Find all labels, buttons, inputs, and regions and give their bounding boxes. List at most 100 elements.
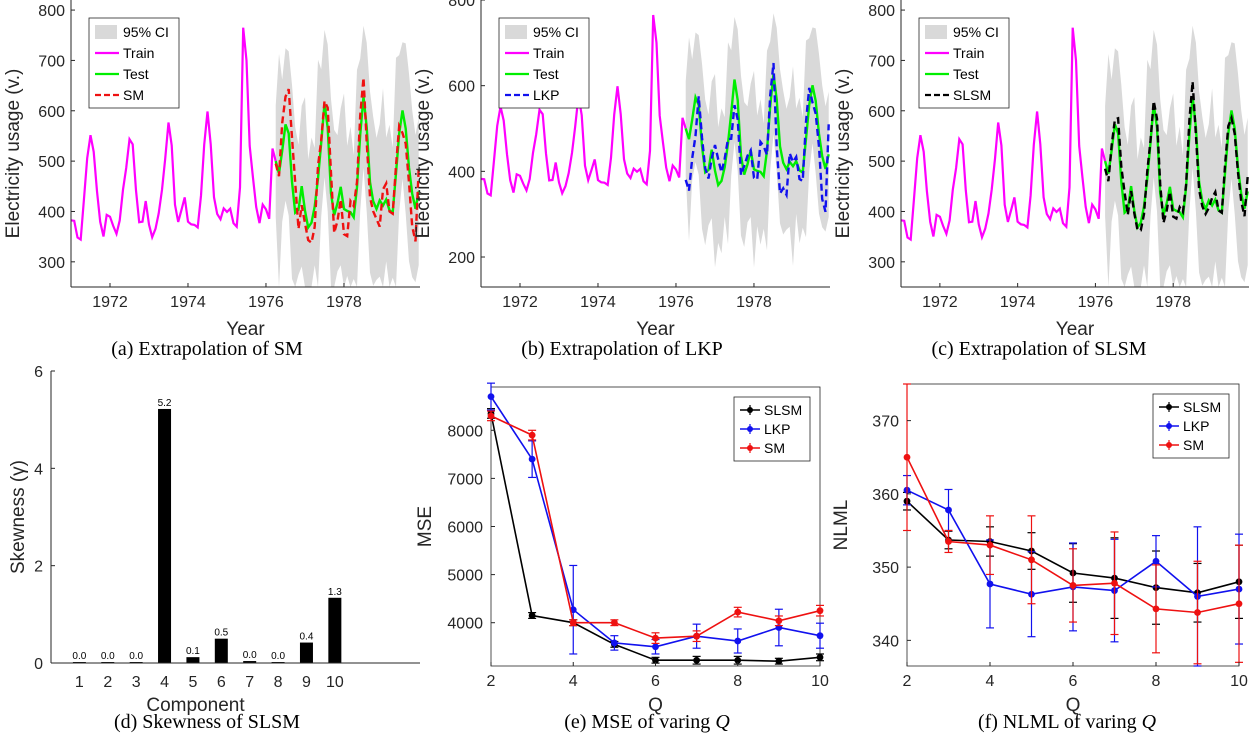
- legend-label: LKP: [533, 87, 559, 103]
- x-tick-label: 1976: [1078, 294, 1114, 311]
- x-tick-label: 3: [132, 674, 141, 691]
- legend-swatch-marker: [747, 445, 753, 451]
- panel-b: 200 400 600 800 1972 1974 1976 1978 Year Electric…: [413, 0, 830, 340]
- x-tick-label: 2: [487, 673, 496, 690]
- train-line: [900, 27, 1107, 242]
- x-tick-label: 1974: [1000, 294, 1036, 311]
- y-tick-label: 400: [38, 204, 65, 221]
- y-tick-label: 7000: [447, 471, 483, 488]
- caption-variable: Q: [1142, 711, 1157, 733]
- x-tick-label: 5: [188, 674, 197, 691]
- data-point: [1069, 582, 1077, 589]
- data-point: [693, 632, 701, 640]
- bar-value-label: 0.1: [186, 646, 200, 657]
- caption: (e) MSE of varing Q: [564, 711, 730, 733]
- data-point: [1028, 556, 1035, 564]
- data-point: [693, 656, 701, 664]
- bar-value-label: 1.3: [328, 587, 342, 598]
- legend-label: LKP: [1183, 418, 1209, 434]
- prediction-line: [274, 77, 420, 245]
- x-tick-label: 1: [75, 674, 84, 691]
- y-axis-label: Electricity usage (v.): [3, 69, 24, 239]
- y-axis-label: Electricity usage (v.): [833, 69, 854, 239]
- data-point: [775, 657, 783, 665]
- x-tick-label: 1972: [922, 294, 958, 311]
- legend-label: SLSM: [953, 87, 991, 103]
- caption-variable: Q: [715, 711, 730, 733]
- data-point: [652, 643, 659, 651]
- y-tick-label: 4: [34, 461, 43, 478]
- legend-swatch-marker: [747, 426, 753, 432]
- caption-text: (f) NLML of varing: [978, 711, 1142, 733]
- y-tick-label: 600: [868, 104, 895, 121]
- legend-swatch: [505, 25, 527, 39]
- y-tick-label: 5000: [447, 568, 483, 585]
- x-tick-label: 1978: [1155, 294, 1191, 311]
- legend-swatch-marker: [747, 407, 753, 413]
- caption: (d) Skewness of SLSM: [114, 711, 300, 733]
- y-tick-label: 400: [868, 204, 895, 221]
- x-tick-label: 10: [326, 674, 344, 691]
- y-axis-label: MSE: [415, 506, 436, 547]
- x-tick-label: 2: [903, 673, 912, 690]
- legend-label: LKP: [764, 421, 790, 437]
- y-tick-label: 500: [38, 154, 65, 171]
- data-point: [816, 653, 824, 661]
- x-axis-label: Q: [1066, 695, 1081, 716]
- legend-label: SLSM: [764, 402, 802, 418]
- y-tick-label: 800: [868, 3, 895, 20]
- legend-label: Train: [123, 45, 154, 61]
- x-tick-label: 10: [811, 673, 829, 690]
- y-tick-label: 4000: [447, 616, 483, 633]
- caption: (b) Extrapolation of LKP: [521, 338, 723, 360]
- caption: (f) NLML of varing Q: [978, 711, 1157, 733]
- legend-label: 95% CI: [123, 24, 169, 40]
- legend-label: 95% CI: [533, 24, 579, 40]
- y-tick-label: 800: [38, 3, 65, 20]
- y-tick-label: 6: [34, 364, 43, 381]
- y-axis-label: NLML: [831, 500, 852, 551]
- x-tick-label: 1972: [92, 294, 128, 311]
- data-point: [775, 617, 783, 625]
- bar-value-label: 5.2: [158, 398, 172, 409]
- y-tick-label: 400: [448, 164, 475, 181]
- prediction-line: [684, 62, 830, 213]
- x-tick-label: 1972: [502, 294, 538, 311]
- x-tick-label: 2: [103, 674, 112, 691]
- prediction-line: [1103, 81, 1249, 232]
- legend-label: Test: [953, 66, 979, 82]
- data-point: [1111, 579, 1118, 587]
- y-tick-label: 2: [34, 559, 43, 576]
- x-tick-label: 1974: [580, 294, 616, 311]
- x-tick-label: 6: [217, 674, 226, 691]
- data-point: [1194, 609, 1201, 616]
- y-tick-label: 600: [38, 104, 65, 121]
- legend-swatch: [95, 25, 117, 39]
- caption: (c) Extrapolation of SLSM: [932, 338, 1147, 360]
- data-point: [734, 656, 742, 664]
- data-point: [816, 632, 824, 640]
- bar: [243, 661, 257, 663]
- legend-label: SLSM: [1183, 399, 1221, 415]
- x-axis-label: Component: [146, 695, 245, 716]
- caption: (a) Extrapolation of SM: [111, 338, 303, 360]
- legend-label: Train: [533, 45, 564, 61]
- legend-label: 95% CI: [953, 24, 999, 40]
- x-tick-label: 8: [1152, 673, 1161, 690]
- bar: [214, 638, 228, 663]
- panel-e: 4000 5000 6000 7000 8000 2 4 6 8 10 Q MSE SLSM LKP SM: [415, 382, 829, 716]
- y-tick-label: 700: [38, 53, 65, 70]
- legend-swatch: [925, 25, 947, 39]
- y-axis-label: Electricity usage (v.): [413, 69, 434, 239]
- panel-a: 300 400 500 600 700 800 1972 1974 1976 1978 Year El…: [3, 0, 420, 340]
- bar-value-label: 0.0: [101, 651, 115, 662]
- y-tick-label: 360: [872, 487, 899, 504]
- x-tick-label: 7: [245, 674, 254, 691]
- bar-value-label: 0.5: [214, 628, 228, 639]
- data-point: [528, 431, 536, 439]
- x-tick-label: 10: [1230, 673, 1248, 690]
- data-point: [652, 656, 659, 664]
- x-tick-label: 1978: [736, 294, 772, 311]
- data-point: [1152, 605, 1160, 613]
- panel-f: 340 350 360 370 2 4 6 8 10 Q NLML SLSM LKP SM: [831, 383, 1248, 716]
